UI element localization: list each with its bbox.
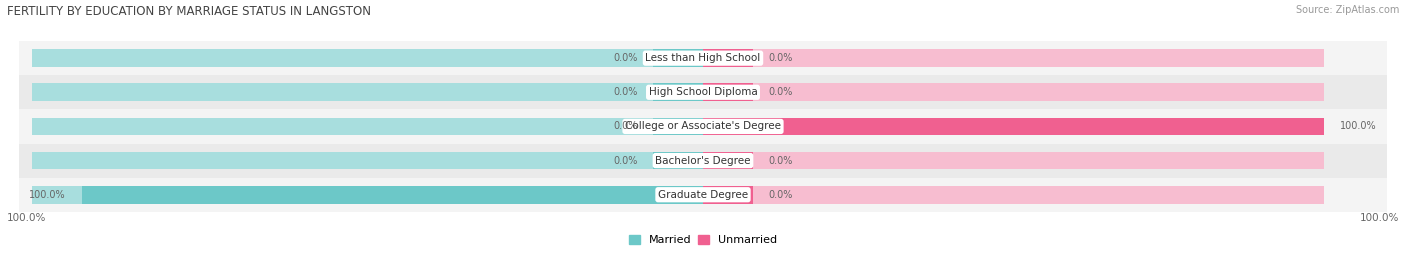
Text: 0.0%: 0.0% [613, 87, 638, 97]
Text: High School Diploma: High School Diploma [648, 87, 758, 97]
Bar [32, 118, 703, 135]
Text: 0.0%: 0.0% [613, 53, 638, 63]
Bar [654, 49, 1324, 67]
Bar [654, 152, 1324, 169]
Text: Source: ZipAtlas.com: Source: ZipAtlas.com [1295, 5, 1399, 15]
Bar [654, 83, 1324, 101]
Bar [82, 186, 703, 204]
Bar [32, 49, 703, 67]
Bar [32, 83, 703, 101]
Bar [654, 83, 703, 101]
Bar [654, 152, 703, 169]
Text: 0.0%: 0.0% [768, 155, 793, 166]
Bar [703, 186, 752, 204]
Text: 100.0%: 100.0% [30, 190, 66, 200]
Bar [703, 83, 752, 101]
Bar [20, 109, 1386, 143]
Bar [654, 186, 1324, 204]
Bar [703, 49, 752, 67]
Bar [654, 118, 703, 135]
Bar [32, 152, 703, 169]
Bar [20, 178, 1386, 212]
Text: Bachelor's Degree: Bachelor's Degree [655, 155, 751, 166]
Text: Less than High School: Less than High School [645, 53, 761, 63]
Bar [20, 75, 1386, 109]
Bar [703, 118, 1324, 135]
Text: 0.0%: 0.0% [768, 53, 793, 63]
Legend: Married, Unmarried: Married, Unmarried [626, 232, 780, 249]
Text: 0.0%: 0.0% [613, 121, 638, 132]
Text: 0.0%: 0.0% [768, 190, 793, 200]
Bar [654, 49, 703, 67]
Bar [20, 41, 1386, 75]
Bar [20, 143, 1386, 178]
Text: FERTILITY BY EDUCATION BY MARRIAGE STATUS IN LANGSTON: FERTILITY BY EDUCATION BY MARRIAGE STATU… [7, 5, 371, 18]
Text: College or Associate's Degree: College or Associate's Degree [626, 121, 780, 132]
Text: 100.0%: 100.0% [1340, 121, 1376, 132]
Bar [703, 152, 752, 169]
Text: 0.0%: 0.0% [768, 87, 793, 97]
Bar [654, 118, 1324, 135]
Text: 0.0%: 0.0% [613, 155, 638, 166]
Text: 100.0%: 100.0% [1360, 214, 1399, 224]
Text: Graduate Degree: Graduate Degree [658, 190, 748, 200]
Text: 100.0%: 100.0% [7, 214, 46, 224]
Bar [32, 186, 703, 204]
